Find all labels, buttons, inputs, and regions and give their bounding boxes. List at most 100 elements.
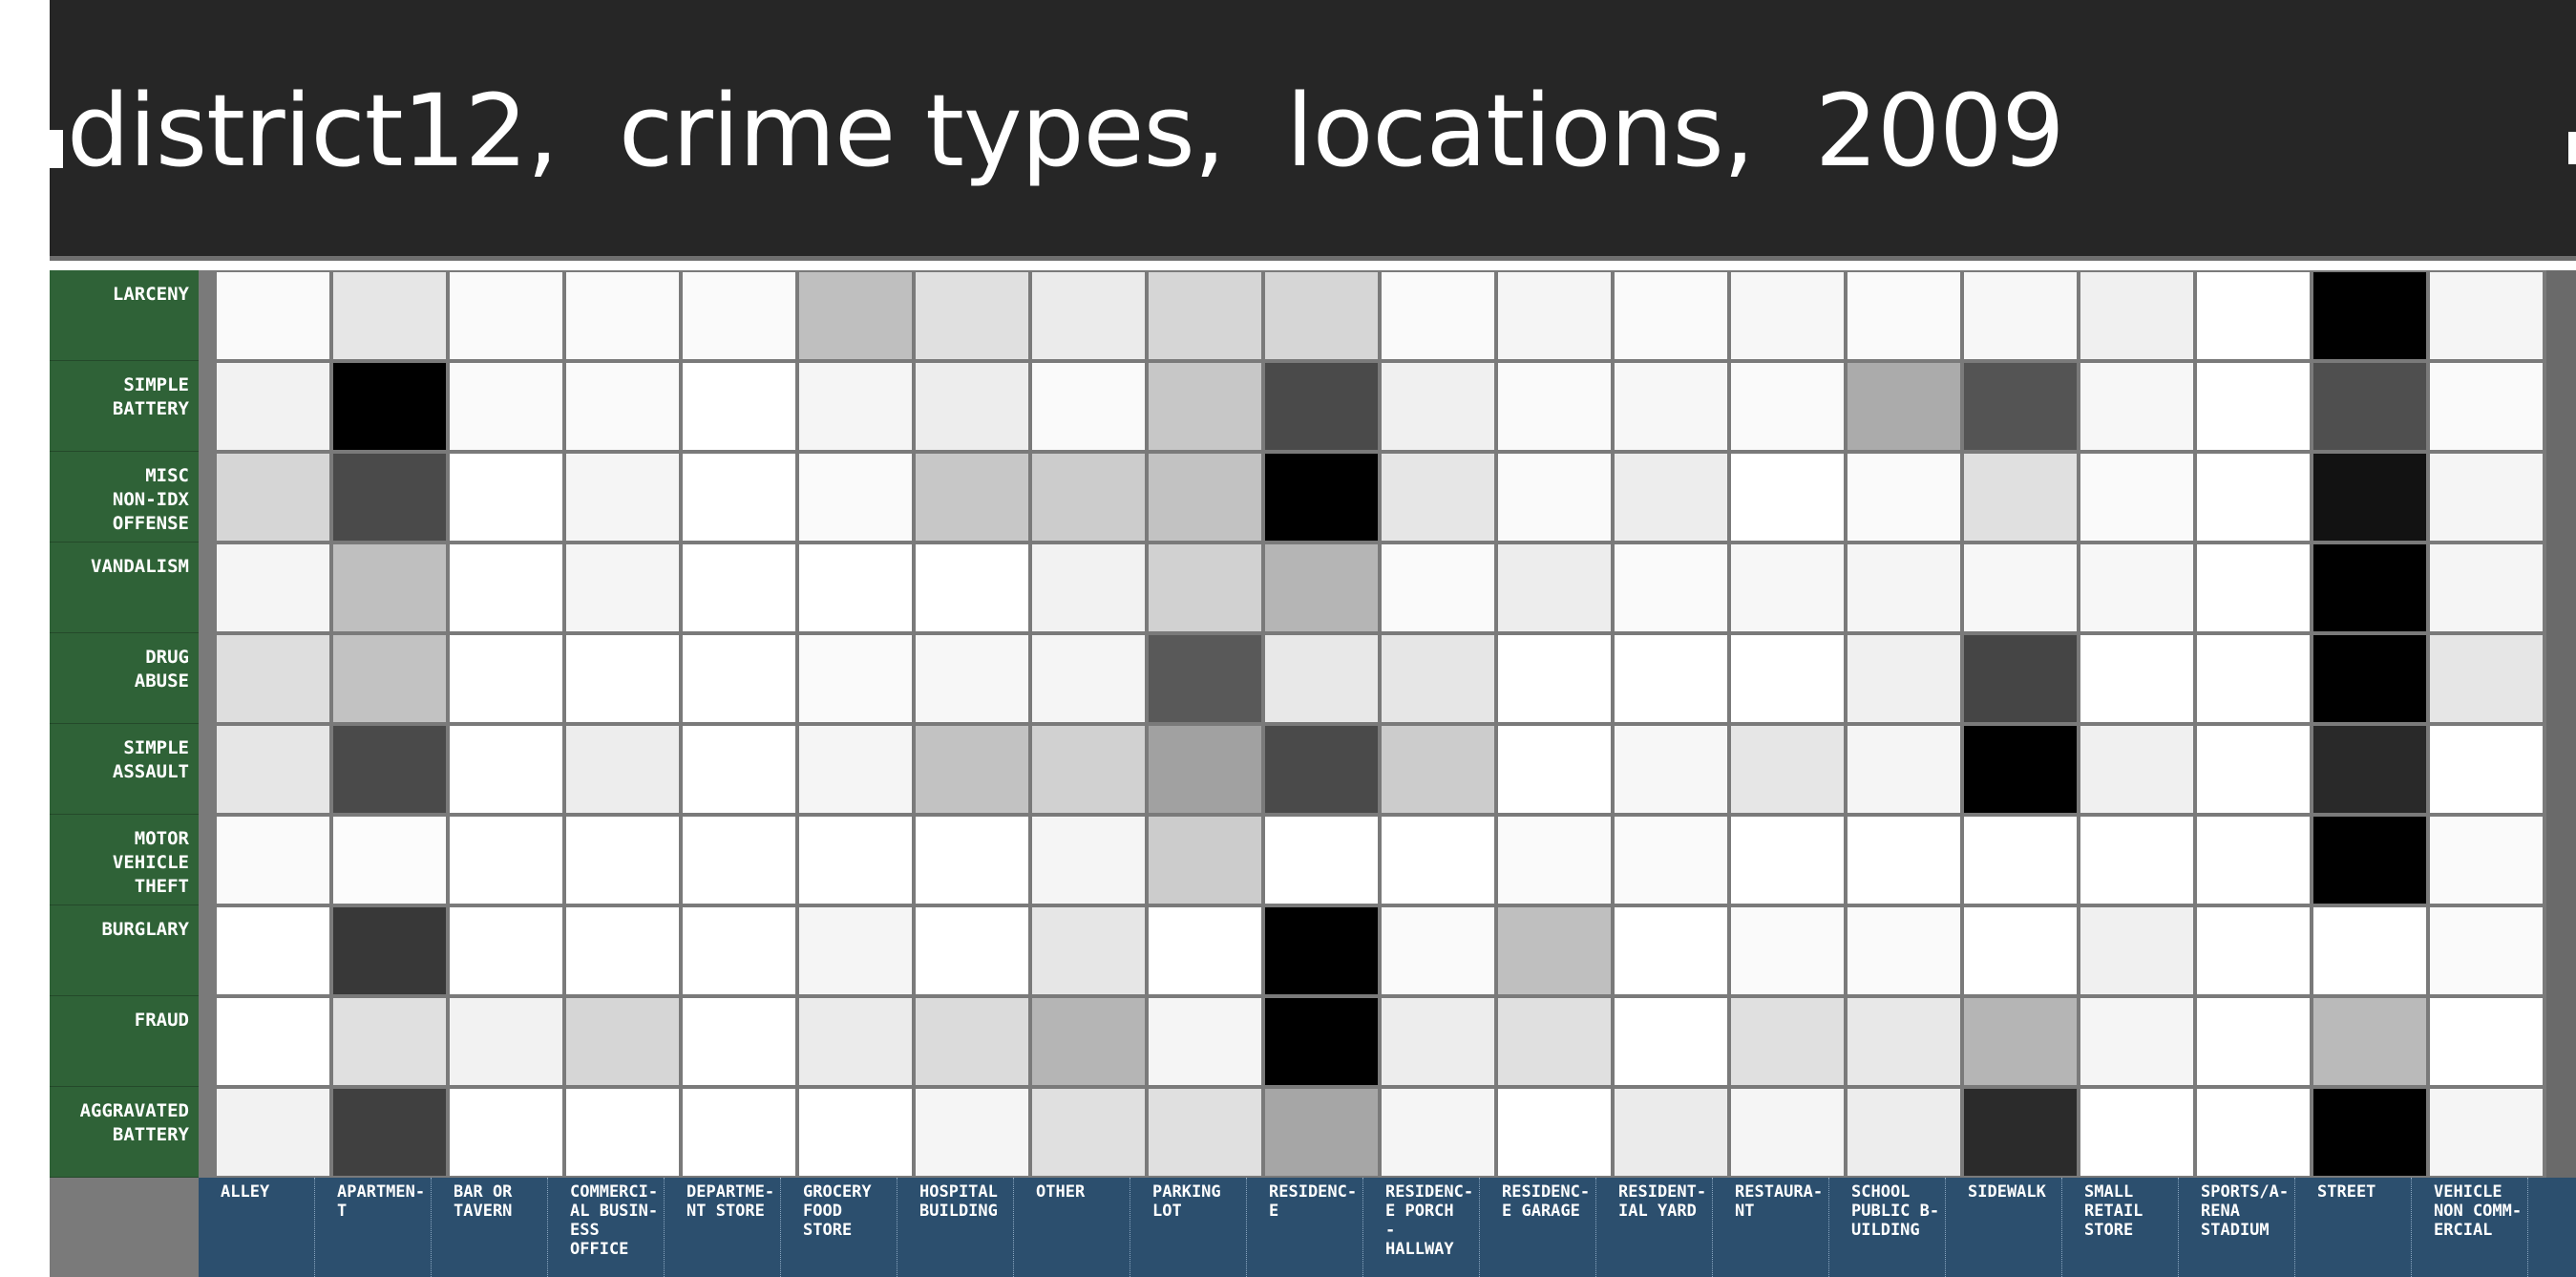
heatmap-cell bbox=[1731, 544, 1844, 631]
heatmap-cell bbox=[1265, 907, 1378, 994]
heatmap-cell bbox=[1731, 363, 1844, 450]
heatmap-cell bbox=[1498, 635, 1611, 722]
column-label: RESIDENC- E GARAGE bbox=[1480, 1178, 1596, 1277]
heatmap-cell bbox=[1731, 272, 1844, 359]
heatmap-cell bbox=[799, 907, 912, 994]
row-label: DRUG ABUSE bbox=[50, 633, 199, 724]
heatmap-cell bbox=[1265, 363, 1378, 450]
heatmap-cell bbox=[1032, 817, 1145, 904]
heatmap-cell bbox=[1149, 726, 1261, 813]
column-label: BAR OR TAVERN bbox=[432, 1178, 548, 1277]
heatmap-cell bbox=[1964, 363, 2077, 450]
heatmap-cell bbox=[217, 272, 329, 359]
heatmap-cell bbox=[1032, 363, 1145, 450]
heatmap-cell bbox=[1615, 1089, 1727, 1176]
row-label: MISC NON-IDX OFFENSE bbox=[50, 452, 199, 543]
heatmap-cell bbox=[1615, 544, 1727, 631]
heatmap-cell bbox=[333, 907, 446, 994]
heatmap-cell bbox=[1382, 454, 1494, 541]
column-label: DEPARTME- NT STORE bbox=[665, 1178, 781, 1277]
column-label: SMALL RETAIL STORE bbox=[2062, 1178, 2179, 1277]
heatmap-cell bbox=[916, 726, 1028, 813]
heatmap-cell bbox=[333, 998, 446, 1085]
heatmap-cell bbox=[566, 272, 679, 359]
heatmap-cell bbox=[799, 363, 912, 450]
heatmap-cell bbox=[566, 817, 679, 904]
heatmap-cell bbox=[566, 635, 679, 722]
heatmap-cell bbox=[1848, 272, 1960, 359]
heatmap-cell bbox=[2197, 998, 2310, 1085]
column-label-row: ALLEY APARTMEN- T BAR OR TAVERN COMMERCI- A… bbox=[199, 1178, 2576, 1277]
column-label: RESIDENC- E bbox=[1247, 1178, 1363, 1277]
heatmap-cell bbox=[1848, 363, 1960, 450]
row-label: BURGLARY bbox=[50, 905, 199, 996]
heatmap-cell bbox=[1731, 817, 1844, 904]
column-label: APARTMEN- T bbox=[315, 1178, 432, 1277]
heatmap-cell bbox=[1964, 454, 2077, 541]
heatmap-cell bbox=[916, 1089, 1028, 1176]
row-label: MOTOR VEHICLE THEFT bbox=[50, 815, 199, 905]
heatmap-cell bbox=[683, 817, 795, 904]
heatmap-cell bbox=[2080, 544, 2193, 631]
heatmap-cell bbox=[333, 817, 446, 904]
heatmap-cell bbox=[2197, 363, 2310, 450]
heatmap-cell bbox=[217, 363, 329, 450]
heatmap-cell bbox=[217, 635, 329, 722]
column-label: HOSPITAL BUILDING bbox=[897, 1178, 1014, 1277]
heatmap-cell bbox=[916, 544, 1028, 631]
heatmap-cell bbox=[217, 998, 329, 1085]
heatmap-cell bbox=[1848, 1089, 1960, 1176]
column-label: RESTAURA- NT bbox=[1713, 1178, 1829, 1277]
title-bar: district12, crime types, locations, 2009 bbox=[50, 0, 2576, 259]
heatmap-cell bbox=[2430, 544, 2543, 631]
heatmap-cell bbox=[1382, 1089, 1494, 1176]
heatmap-cell bbox=[683, 907, 795, 994]
heatmap-cell bbox=[1731, 1089, 1844, 1176]
heatmap-cell bbox=[1731, 907, 1844, 994]
heatmap-cell bbox=[1615, 363, 1727, 450]
heatmap-cell bbox=[2430, 998, 2543, 1085]
heatmap-cell bbox=[2080, 998, 2193, 1085]
heatmap-cell bbox=[1848, 454, 1960, 541]
heatmap-cell bbox=[2313, 998, 2426, 1085]
heatmap-cell bbox=[333, 726, 446, 813]
heatmap-cell bbox=[2197, 726, 2310, 813]
heatmap-cell bbox=[1731, 635, 1844, 722]
column-label: PARKING LOT bbox=[1130, 1178, 1247, 1277]
title-edge-mark-right bbox=[2568, 132, 2576, 164]
heatmap-cell bbox=[1265, 544, 1378, 631]
heatmap-cell bbox=[1498, 726, 1611, 813]
heatmap-cell bbox=[799, 272, 912, 359]
heatmap-cell bbox=[1032, 454, 1145, 541]
heatmap-cell bbox=[2430, 817, 2543, 904]
heatmap-cell bbox=[1964, 544, 2077, 631]
heatmap-cell bbox=[1615, 635, 1727, 722]
heatmap-cell bbox=[333, 272, 446, 359]
heatmap-cell bbox=[1032, 998, 1145, 1085]
heatmap-cell bbox=[2313, 544, 2426, 631]
axis-corner bbox=[50, 1178, 199, 1277]
heatmap-cell bbox=[450, 817, 562, 904]
heatmap-cell bbox=[1149, 817, 1261, 904]
heatmap-cell bbox=[2313, 635, 2426, 722]
heatmap-cell bbox=[1615, 454, 1727, 541]
row-label: SIMPLE ASSAULT bbox=[50, 724, 199, 815]
heatmap-cell bbox=[1265, 454, 1378, 541]
title-edge-mark-left bbox=[50, 130, 63, 168]
heatmap-cell bbox=[450, 1089, 562, 1176]
row-label: LARCENY bbox=[50, 270, 199, 361]
column-label: SPORTS/A- RENA STADIUM bbox=[2179, 1178, 2295, 1277]
column-label: RESIDENC- E PORCH - HALLWAY bbox=[1363, 1178, 1480, 1277]
heatmap-cell bbox=[916, 907, 1028, 994]
heatmap-cell bbox=[683, 726, 795, 813]
row-label: FRAUD bbox=[50, 996, 199, 1087]
heatmap-cell bbox=[683, 454, 795, 541]
heatmap-cell bbox=[1848, 907, 1960, 994]
heatmap-cell bbox=[217, 454, 329, 541]
heatmap-cell bbox=[683, 1089, 795, 1176]
right-gutter bbox=[2546, 270, 2576, 1178]
heatmap-cell bbox=[1731, 454, 1844, 541]
heatmap-cell bbox=[1265, 726, 1378, 813]
heatmap-cell bbox=[2430, 635, 2543, 722]
column-label: SCHOOL PUBLIC B- UILDING bbox=[1829, 1178, 1946, 1277]
